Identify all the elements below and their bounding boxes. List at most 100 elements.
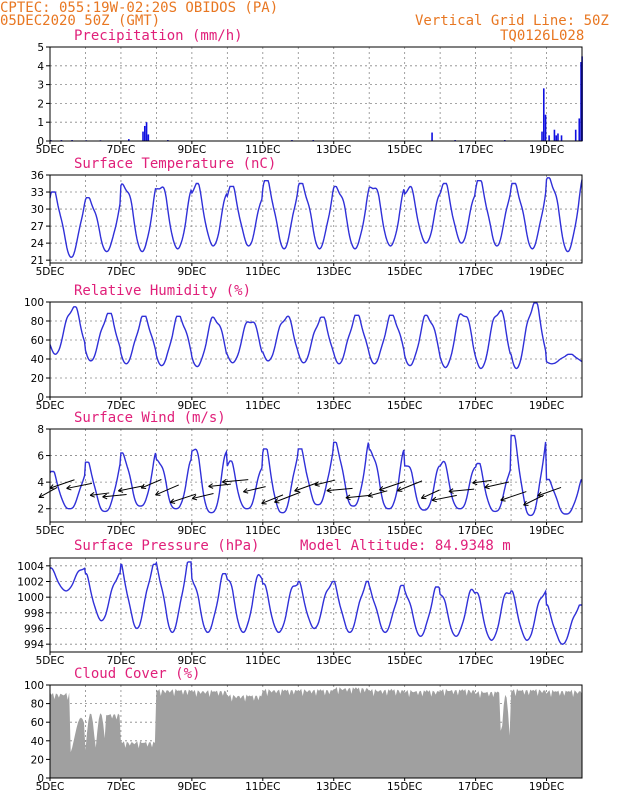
wind-vector bbox=[345, 494, 370, 499]
precipitation-bar bbox=[578, 118, 581, 141]
x-tick-label: 9DEC bbox=[177, 525, 206, 537]
precipitation-bar bbox=[574, 129, 577, 141]
x-tick-label: 15DEC bbox=[387, 655, 422, 667]
y-tick-label: 1000 bbox=[17, 592, 44, 604]
header-grid-line: Vertical Grid Line: 50Z bbox=[415, 13, 609, 29]
panel-annotation: Model Altitude: 84.9348 m bbox=[300, 538, 511, 554]
x-tick-label: 9DEC bbox=[177, 655, 206, 667]
plot-frame bbox=[49, 557, 583, 653]
wind-vector-head bbox=[396, 486, 403, 492]
y-tick-label: 2 bbox=[37, 504, 44, 516]
wind-vector bbox=[421, 489, 440, 499]
y-tick-label: 1 bbox=[37, 117, 44, 129]
wind-vector bbox=[431, 494, 457, 501]
wind-vector bbox=[500, 491, 527, 501]
wind-vector bbox=[274, 491, 301, 503]
wind-vector-head bbox=[102, 493, 108, 500]
precipitation-bar bbox=[128, 139, 130, 141]
precipitation-bar bbox=[557, 133, 559, 141]
x-tick-label: 5DEC bbox=[36, 144, 65, 156]
x-tick-label: 5DEC bbox=[36, 266, 65, 278]
y-tick-label: 27 bbox=[31, 221, 44, 233]
x-tick-label: 9DEC bbox=[177, 400, 206, 412]
x-tick-label: 9DEC bbox=[177, 781, 206, 793]
wind-vector bbox=[208, 483, 231, 487]
header-station: CPTEC: 055:19W-02:20S OBIDOS (PA) bbox=[0, 0, 278, 16]
wind-vector bbox=[537, 486, 562, 497]
wind-vector bbox=[379, 480, 405, 491]
panel-5: 994 996 998 1000 1002 1004 5DEC 7DEC 9DEC 11DEC 13… bbox=[17, 538, 583, 667]
wind-vector bbox=[140, 479, 162, 489]
wind-vector-head bbox=[169, 498, 176, 504]
wind-vector-head bbox=[326, 487, 332, 494]
panel-3: 0 20 40 60 80 100 5DEC 7DEC 9DEC 11DEC 13DEC 15DEC 1… bbox=[24, 283, 583, 412]
panel-title: Relative Humidity (%) bbox=[74, 283, 251, 299]
y-tick-label: 20 bbox=[31, 373, 44, 385]
y-tick-label: 998 bbox=[24, 608, 44, 620]
x-tick-label: 17DEC bbox=[458, 144, 493, 156]
wind-vector-head bbox=[472, 479, 478, 486]
y-tick-label: 8 bbox=[37, 424, 44, 436]
x-tick-label: 17DEC bbox=[458, 266, 493, 278]
panel-2: 21 24 27 30 33 36 5DEC 7DEC 9DEC 11DEC 13DEC 15DEC 1… bbox=[31, 156, 583, 278]
panel-title: Surface Pressure (hPa) bbox=[74, 538, 259, 554]
y-tick-label: 994 bbox=[24, 639, 44, 651]
y-tick-label: 4 bbox=[37, 477, 44, 489]
wind-vector-head bbox=[191, 494, 198, 501]
wind-vector bbox=[170, 493, 197, 503]
wind-vector bbox=[294, 482, 318, 492]
precipitation-bar bbox=[431, 132, 433, 141]
x-tick-label: 11DEC bbox=[245, 781, 280, 793]
wind-vector bbox=[243, 486, 266, 493]
x-tick-label: 19DEC bbox=[529, 266, 564, 278]
wind-vector bbox=[484, 481, 510, 488]
x-tick-label: 17DEC bbox=[458, 781, 493, 793]
wind-vector bbox=[314, 479, 336, 486]
x-tick-label: 19DEC bbox=[529, 525, 564, 537]
y-tick-label: 80 bbox=[31, 316, 44, 328]
wind-vector-head bbox=[420, 494, 427, 500]
x-tick-label: 15DEC bbox=[387, 781, 422, 793]
wind-vector-head bbox=[367, 492, 374, 498]
precipitation-bar bbox=[560, 135, 563, 141]
x-tick-label: 7DEC bbox=[107, 266, 136, 278]
plot-frame bbox=[49, 428, 583, 523]
x-tick-label: 5DEC bbox=[36, 655, 65, 667]
x-tick-label: 7DEC bbox=[107, 525, 136, 537]
wind-vector bbox=[90, 492, 110, 496]
panel-6: 0 20 40 60 80 100 5DEC 7DEC 9DEC 11DEC 13DEC 15DEC 1… bbox=[24, 666, 583, 793]
y-tick-label: 60 bbox=[31, 717, 44, 729]
x-tick-label: 9DEC bbox=[177, 266, 206, 278]
x-tick-label: 7DEC bbox=[107, 781, 136, 793]
x-tick-label: 19DEC bbox=[529, 781, 564, 793]
precipitation-bar bbox=[147, 134, 150, 141]
x-tick-label: 11DEC bbox=[245, 266, 280, 278]
x-tick-label: 13DEC bbox=[316, 266, 351, 278]
cloud-cover-area bbox=[50, 687, 582, 778]
wind-vector bbox=[261, 494, 284, 504]
y-tick-label: 0 bbox=[37, 773, 44, 785]
wind-vector bbox=[49, 479, 75, 489]
x-tick-label: 11DEC bbox=[245, 525, 280, 537]
wind-vector bbox=[523, 494, 544, 506]
x-tick-label: 13DEC bbox=[316, 525, 351, 537]
x-tick-label: 15DEC bbox=[387, 144, 422, 156]
plot-frame bbox=[49, 174, 583, 264]
wind-vector-head bbox=[500, 496, 506, 502]
header-code: TQ0126L028 bbox=[500, 28, 584, 44]
wind-vector-head bbox=[378, 485, 385, 492]
series-line bbox=[49, 561, 582, 645]
precipitation-bar bbox=[542, 88, 545, 141]
x-tick-label: 19DEC bbox=[529, 655, 564, 667]
plot-frame bbox=[49, 684, 583, 779]
x-tick-label: 13DEC bbox=[316, 144, 351, 156]
x-tick-label: 17DEC bbox=[458, 655, 493, 667]
x-tick-label: 15DEC bbox=[387, 400, 422, 412]
wind-vector-head bbox=[345, 494, 351, 501]
x-tick-label: 7DEC bbox=[107, 655, 136, 667]
y-tick-label: 0 bbox=[37, 136, 44, 148]
y-tick-label: 6 bbox=[37, 451, 44, 463]
y-tick-label: 24 bbox=[31, 238, 45, 250]
wind-vector-head bbox=[274, 498, 280, 504]
panel-1: 0 1 2 3 4 5 5DEC 7DEC 9DEC 11DEC 13DEC 15DEC 17DEC 19… bbox=[36, 28, 583, 156]
